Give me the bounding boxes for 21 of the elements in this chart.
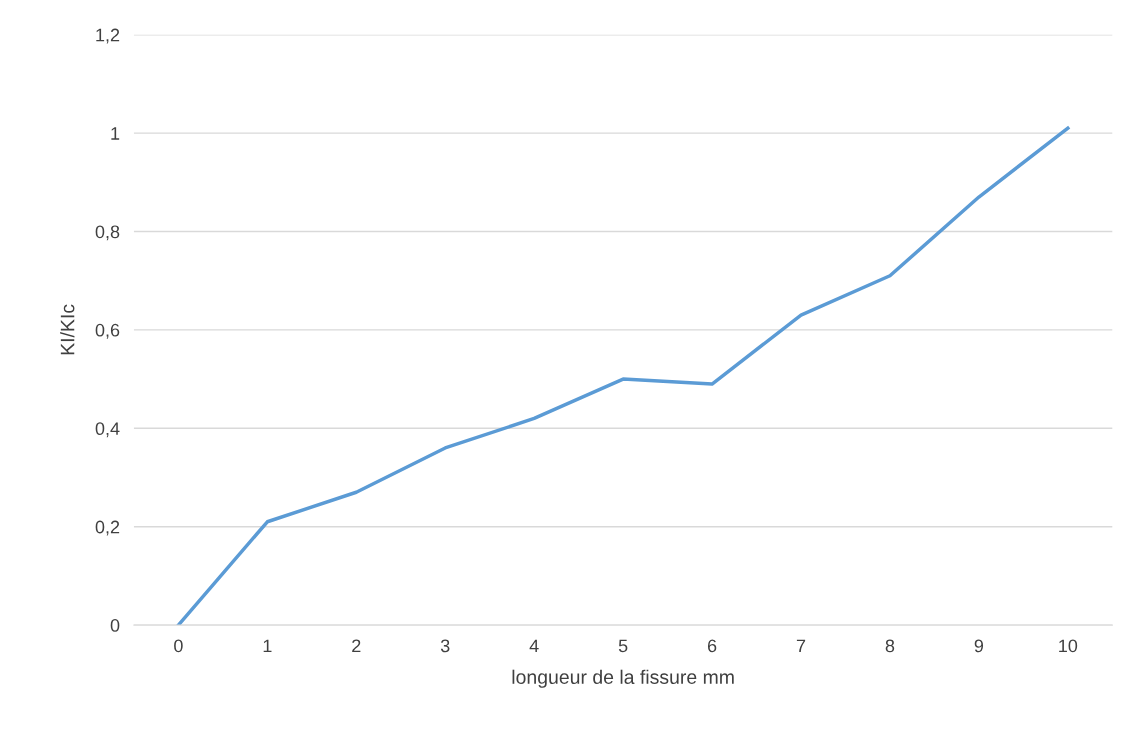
x-tick-label: 7 [796,639,806,653]
x-axis-title: longueur de la fissure mm [512,669,734,688]
y-tick-label: 0,6 [95,323,120,339]
x-tick-label: 5 [618,639,628,653]
x-tick-label: 2 [352,639,361,653]
y-tick-label: 0 [110,619,120,632]
x-tick-label: 3 [440,639,450,653]
line-series [176,126,1070,626]
y-axis-title: KI/KIc [60,304,75,355]
y-tick-label: 1,2 [96,28,120,44]
y-tick-label: 0,4 [95,422,120,438]
x-tick-label: 6 [707,639,717,653]
x-tick-label: 8 [885,639,895,653]
y-tick-label: 0,2 [95,520,120,536]
y-tick-label: 0,8 [95,225,120,241]
y-tick-label: 1 [111,127,120,140]
x-tick-label: 9 [974,639,984,653]
x-tick-label: 1 [263,639,272,653]
x-tick-label: 10 [1059,639,1078,653]
x-tick-label: 4 [529,639,539,653]
x-tick-label: 0 [174,639,183,653]
